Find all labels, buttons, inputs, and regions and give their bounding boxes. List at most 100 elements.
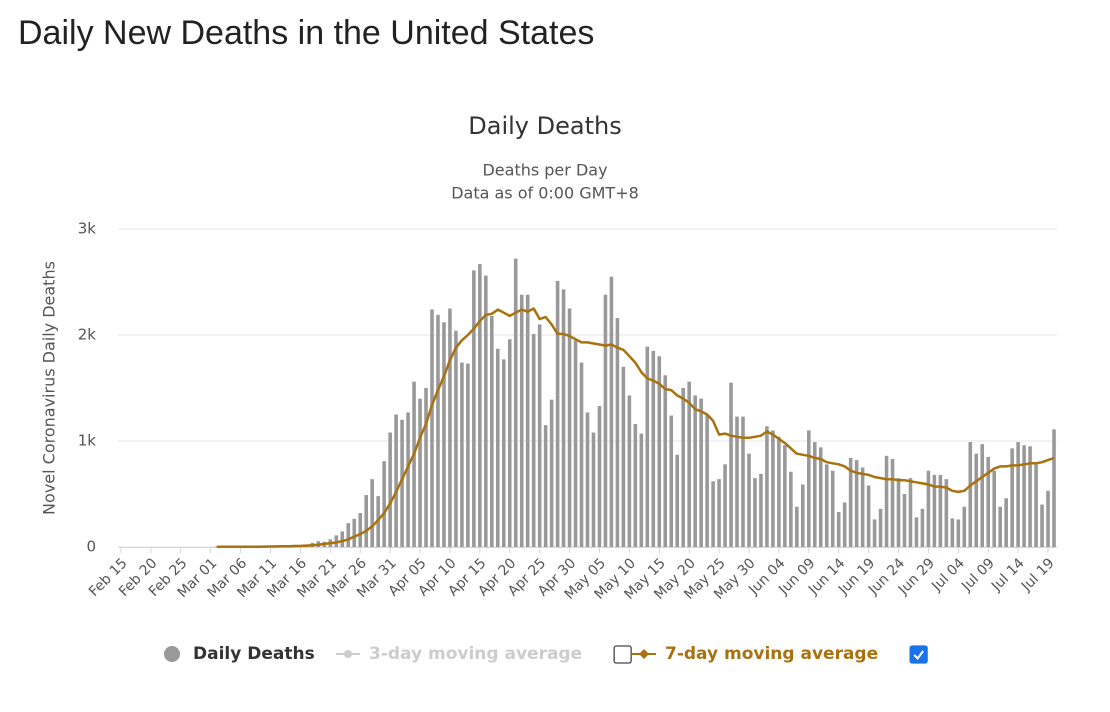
bar <box>615 318 620 547</box>
legend-marker <box>639 649 649 659</box>
bar <box>687 381 691 547</box>
bar <box>382 461 386 547</box>
bar <box>424 388 428 547</box>
bar <box>854 460 859 547</box>
bar <box>914 517 919 547</box>
bar <box>932 474 937 547</box>
bar <box>872 519 877 547</box>
legend-marker <box>344 650 352 658</box>
bar <box>358 513 363 547</box>
bar <box>842 502 847 547</box>
y-tick-label: 1k <box>78 432 97 450</box>
bar <box>472 270 476 547</box>
bar <box>460 362 464 547</box>
bar <box>412 381 416 547</box>
bar <box>723 464 727 547</box>
bar <box>878 508 883 547</box>
bar <box>795 506 799 547</box>
bar <box>627 395 632 547</box>
bar <box>346 523 351 547</box>
bar <box>501 359 506 547</box>
y-tick-label: 2k <box>78 326 97 344</box>
chart-title: Daily Deaths <box>468 112 621 140</box>
bar <box>920 508 925 547</box>
bar <box>735 416 739 547</box>
bar <box>801 484 805 547</box>
bar <box>507 339 512 547</box>
bar <box>783 445 787 547</box>
bar <box>549 399 554 547</box>
bar <box>956 519 961 547</box>
bar <box>884 455 889 547</box>
bar <box>579 362 584 547</box>
y-tick-label: 0 <box>86 538 96 556</box>
y-axis-label: Novel Coronavirus Daily Deaths <box>40 261 59 515</box>
bar <box>621 366 626 547</box>
bar <box>561 289 566 547</box>
bar <box>1016 442 1020 547</box>
bar <box>370 479 374 547</box>
y-tick-label: 3k <box>78 220 97 238</box>
bar <box>406 412 410 547</box>
bar <box>466 363 470 547</box>
bar <box>699 398 703 547</box>
bar <box>902 494 907 547</box>
bar <box>771 430 775 547</box>
chart-subtitle: Deaths per Day <box>482 161 607 180</box>
legend-label[interactable]: 7-day moving average <box>665 644 878 664</box>
checkbox[interactable] <box>909 645 928 664</box>
bar <box>866 485 871 547</box>
bar <box>824 464 829 547</box>
bar <box>645 346 650 547</box>
bar <box>974 453 979 547</box>
x-tick-label: Jul 14 <box>988 555 1028 595</box>
bar <box>651 350 656 547</box>
bar <box>1022 445 1026 547</box>
bar <box>513 258 518 547</box>
bar <box>555 280 560 547</box>
bar <box>747 453 751 547</box>
bar <box>830 470 835 547</box>
bar <box>484 275 488 547</box>
bar <box>765 426 769 547</box>
bar <box>675 454 680 547</box>
bar <box>705 414 709 547</box>
bar <box>573 340 578 547</box>
bar <box>962 506 967 547</box>
bar <box>663 375 668 547</box>
bar <box>980 444 985 547</box>
bar <box>926 470 931 547</box>
bar <box>597 406 602 547</box>
bar <box>669 415 674 547</box>
bar <box>992 470 996 547</box>
bar <box>531 333 536 547</box>
bar <box>968 442 973 547</box>
bar <box>789 471 793 547</box>
legend-label[interactable]: Daily Deaths <box>193 644 315 664</box>
bar <box>693 395 697 547</box>
legend-marker <box>164 646 180 662</box>
bar <box>609 276 614 547</box>
chart-subtitle: Data as of 0:00 GMT+8 <box>451 184 639 203</box>
bar <box>890 459 895 547</box>
bar <box>585 412 590 547</box>
bar <box>1028 446 1032 547</box>
bar <box>812 442 817 547</box>
x-tick-label: Jul 09 <box>958 555 998 595</box>
bar <box>950 518 955 547</box>
bar <box>908 478 913 547</box>
bar <box>986 456 991 547</box>
checkbox[interactable] <box>613 645 632 664</box>
bar <box>490 315 494 547</box>
bar <box>442 322 446 547</box>
bar <box>639 433 644 547</box>
bar <box>340 531 345 547</box>
bar <box>448 308 452 547</box>
bar <box>681 388 685 547</box>
bar <box>478 263 482 547</box>
bar <box>1034 464 1038 547</box>
bar <box>567 308 572 547</box>
bar <box>418 398 422 547</box>
legend-label[interactable]: 3-day moving average <box>369 644 582 664</box>
